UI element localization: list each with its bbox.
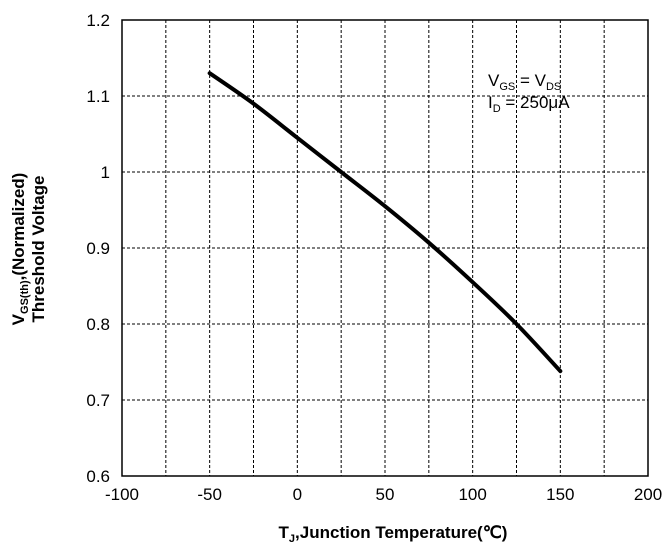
y-tick-label: 0.8 — [86, 315, 110, 334]
y-tick-label: 1 — [101, 163, 110, 182]
y-tick-label: 0.6 — [86, 467, 110, 486]
x-tick-label: 200 — [634, 485, 662, 504]
x-tick-label: 50 — [376, 485, 395, 504]
x-tick-label: 0 — [293, 485, 302, 504]
grid — [122, 20, 648, 476]
x-tick-label: -50 — [197, 485, 222, 504]
y-tick-label: 0.7 — [86, 391, 110, 410]
x-tick-label: 150 — [546, 485, 574, 504]
y-tick-labels: 0.6 0.7 0.8 0.9 1 1.1 1.2 — [86, 11, 110, 486]
y-axis-title-line-2: Threshold Voltage — [29, 175, 48, 322]
x-tick-label: -100 — [105, 485, 139, 504]
x-tick-label: 100 — [458, 485, 486, 504]
y-axis-title-line-1: VGS(th),(Normalized) — [9, 173, 31, 326]
plot-frame — [121, 19, 649, 477]
x-tick-labels: -100 -50 0 50 100 150 200 — [105, 485, 662, 504]
y-tick-label: 0.9 — [86, 239, 110, 258]
series-line — [207, 71, 563, 374]
annotation-line-1: VGS = VDS — [488, 71, 561, 93]
x-axis-title: TJ,Junction Temperature(℃) — [279, 523, 508, 545]
annotation-line-2: ID = 250μA — [488, 93, 570, 115]
y-tick-label: 1.1 — [86, 87, 110, 106]
y-tick-label: 1.2 — [86, 11, 110, 30]
